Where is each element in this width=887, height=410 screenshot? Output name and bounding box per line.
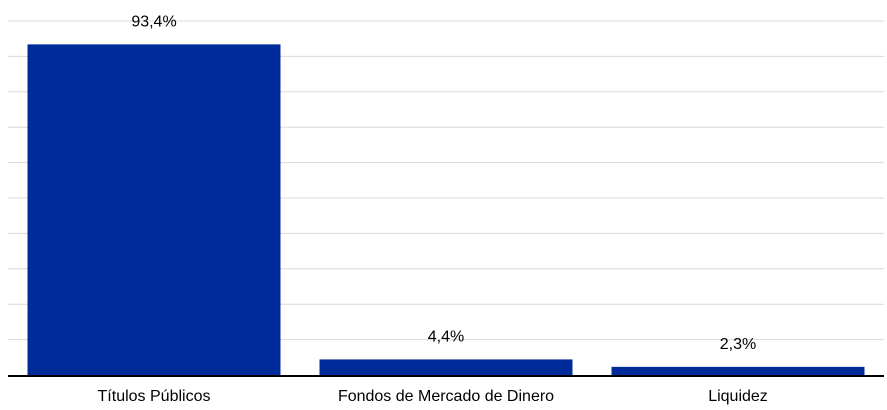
- data-label: 93,4%: [131, 13, 176, 30]
- bars: [27, 44, 865, 375]
- bar: [27, 44, 281, 375]
- bar: [611, 366, 865, 375]
- data-labels: 93,4% 4,4% 2,3%: [131, 13, 756, 352]
- data-label: 2,3%: [720, 336, 756, 353]
- x-tick-label: Títulos Públicos: [98, 388, 211, 405]
- x-tick-label: Fondos de Mercado de Dinero: [338, 388, 554, 405]
- x-axis-tick-labels: Títulos Públicos Fondos de Mercado de Din…: [98, 388, 768, 405]
- x-tick-label: Liquidez: [708, 388, 768, 405]
- data-label: 4,4%: [428, 328, 464, 345]
- bar: [319, 359, 573, 375]
